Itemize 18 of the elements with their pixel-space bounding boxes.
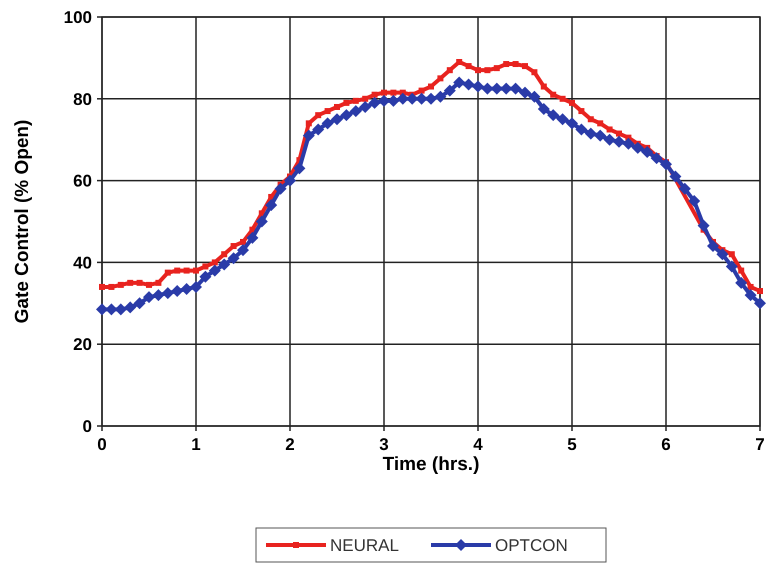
x-tick-label: 4 bbox=[473, 435, 484, 454]
x-tick-label: 2 bbox=[285, 435, 295, 454]
legend-label: NEURAL bbox=[330, 536, 399, 555]
x-tick-label: 7 bbox=[755, 435, 765, 454]
x-tick-label: 5 bbox=[567, 435, 577, 454]
x-tick-label: 1 bbox=[191, 435, 201, 454]
x-tick-label: 0 bbox=[97, 435, 107, 454]
y-tick-label: 0 bbox=[82, 417, 92, 436]
x-tick-label: 6 bbox=[661, 435, 671, 454]
x-tick-label: 3 bbox=[379, 435, 389, 454]
y-tick-label: 40 bbox=[73, 253, 92, 272]
y-tick-label: 80 bbox=[73, 90, 92, 109]
y-tick-label: 100 bbox=[64, 8, 92, 27]
y-tick-label: 60 bbox=[73, 172, 92, 191]
y-tick-label: 20 bbox=[73, 335, 92, 354]
legend-label: OPTCON bbox=[495, 536, 568, 555]
y-axis-title: Gate Control (% Open) bbox=[12, 120, 33, 324]
x-axis-title: Time (hrs.) bbox=[382, 454, 480, 475]
